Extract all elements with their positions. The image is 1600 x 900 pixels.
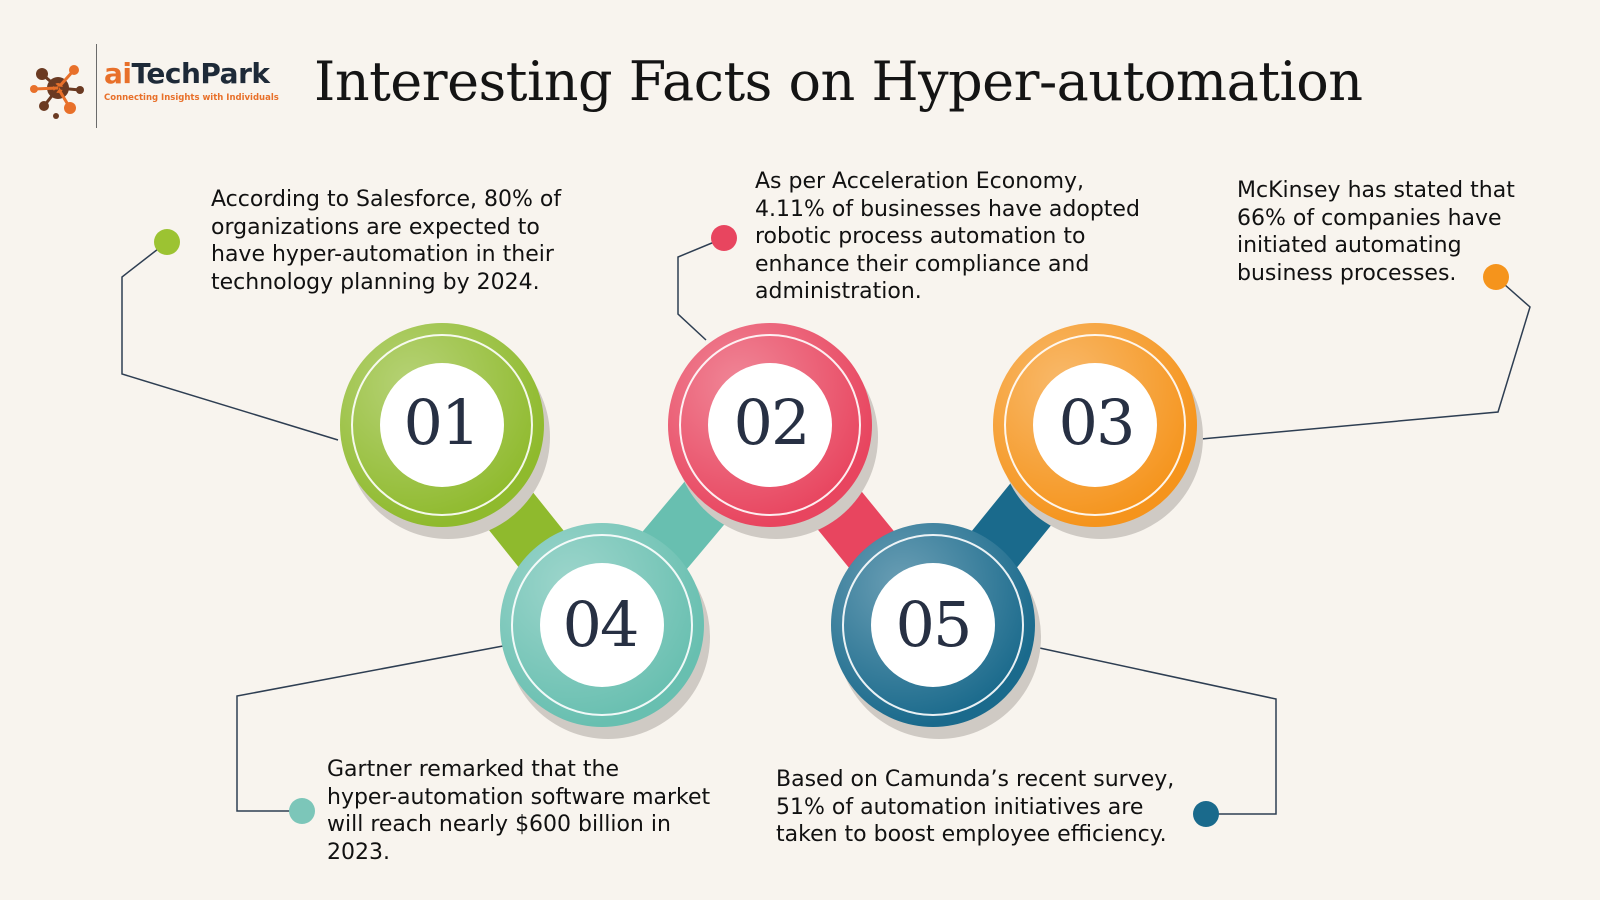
logo-tagline: Connecting Insights with Individuals	[104, 93, 279, 103]
fact-line: 4.11% of businesses have adopted	[755, 196, 1140, 222]
node-center-03	[1033, 363, 1157, 487]
header: aiTechPark Connecting Insights with Indi…	[26, 44, 1426, 130]
node-number-02: 02	[733, 386, 811, 459]
node-number-04: 04	[562, 588, 640, 661]
fact-line: technology planning by 2024.	[211, 269, 540, 295]
node-badge-05	[831, 523, 1041, 739]
fact-line: taken to boost employee efficiency.	[776, 822, 1167, 847]
node-inner-ring-04	[511, 534, 693, 716]
fact-line: hyper-automation software market	[327, 784, 711, 810]
fact-line: will reach nearly $600 billion in	[327, 812, 671, 837]
fact-line: have hyper-automation in their	[211, 242, 554, 267]
leader-line-03	[1200, 276, 1531, 440]
fact-text-02: As per Acceleration Economy, 4.11% of bu…	[755, 168, 1140, 306]
leader-line-02	[677, 237, 725, 341]
node-inner-ring-05	[842, 534, 1024, 716]
fact-line: According to Salesforce, 80% of	[211, 187, 562, 212]
node-badge-02	[668, 323, 878, 539]
logo-divider	[96, 44, 97, 128]
logo-name: aiTechPark	[104, 58, 279, 90]
leader-line-01	[121, 241, 339, 441]
leader-lines	[121, 237, 1531, 815]
node-number-03: 03	[1058, 386, 1136, 459]
leader-line-05	[1034, 646, 1277, 815]
node-badge-03	[993, 323, 1203, 539]
fact-text-05: Based on Camunda’s recent survey, 51% of…	[776, 766, 1174, 849]
node-center-05	[871, 563, 995, 687]
fact-line: business processes.	[1237, 260, 1457, 286]
node-inner-ring-02	[679, 334, 861, 516]
fact-text-04: Gartner remarked that the hyper-automati…	[327, 756, 710, 866]
fact-line: Gartner remarked that the	[327, 757, 619, 782]
leader-line-04	[236, 645, 504, 812]
fact-line: administration.	[755, 279, 922, 304]
fact-line: initiated automating	[1237, 233, 1462, 258]
fact-line: 66% of companies have	[1237, 205, 1502, 231]
node-center-04	[540, 563, 664, 687]
node-center-02	[708, 363, 832, 487]
leader-dot-02	[711, 225, 737, 251]
node-badge-04	[500, 523, 710, 739]
leader-dot-03	[1483, 264, 1509, 290]
leader-dot-04	[289, 798, 315, 824]
fact-line: robotic process automation to	[755, 224, 1086, 249]
node-inner-ring-01	[351, 334, 533, 516]
node-center-01	[380, 363, 504, 487]
fact-text-01: According to Salesforce, 80% of organiza…	[211, 186, 561, 296]
fact-line: McKinsey has stated that	[1237, 178, 1515, 203]
fact-line: organizations are expected to	[211, 214, 540, 240]
leader-dot-05	[1193, 801, 1219, 827]
fact-text-03: McKinsey has stated that 66% of companie…	[1237, 177, 1515, 287]
logo-name-suffix: TechPark	[131, 57, 271, 90]
fact-line: enhance their compliance and	[755, 251, 1090, 277]
node-inner-ring-03	[1004, 334, 1186, 516]
fact-line: 2023.	[327, 839, 390, 865]
fact-line: 51% of automation initiatives are	[776, 794, 1144, 820]
leader-dot-01	[154, 229, 180, 255]
node-badge-01	[340, 323, 550, 539]
page-title: Interesting Facts on Hyper-automation	[314, 50, 1363, 113]
fact-line: Based on Camunda’s recent survey,	[776, 767, 1175, 792]
fact-line: As per Acceleration Economy,	[755, 169, 1085, 194]
leader-dots	[154, 225, 1509, 827]
logo-name-prefix: ai	[104, 57, 132, 90]
logo: aiTechPark Connecting Insights with Indi…	[104, 58, 279, 104]
node-number-05: 05	[895, 588, 973, 661]
logo-icon	[30, 65, 84, 119]
node-number-01: 01	[403, 386, 481, 459]
